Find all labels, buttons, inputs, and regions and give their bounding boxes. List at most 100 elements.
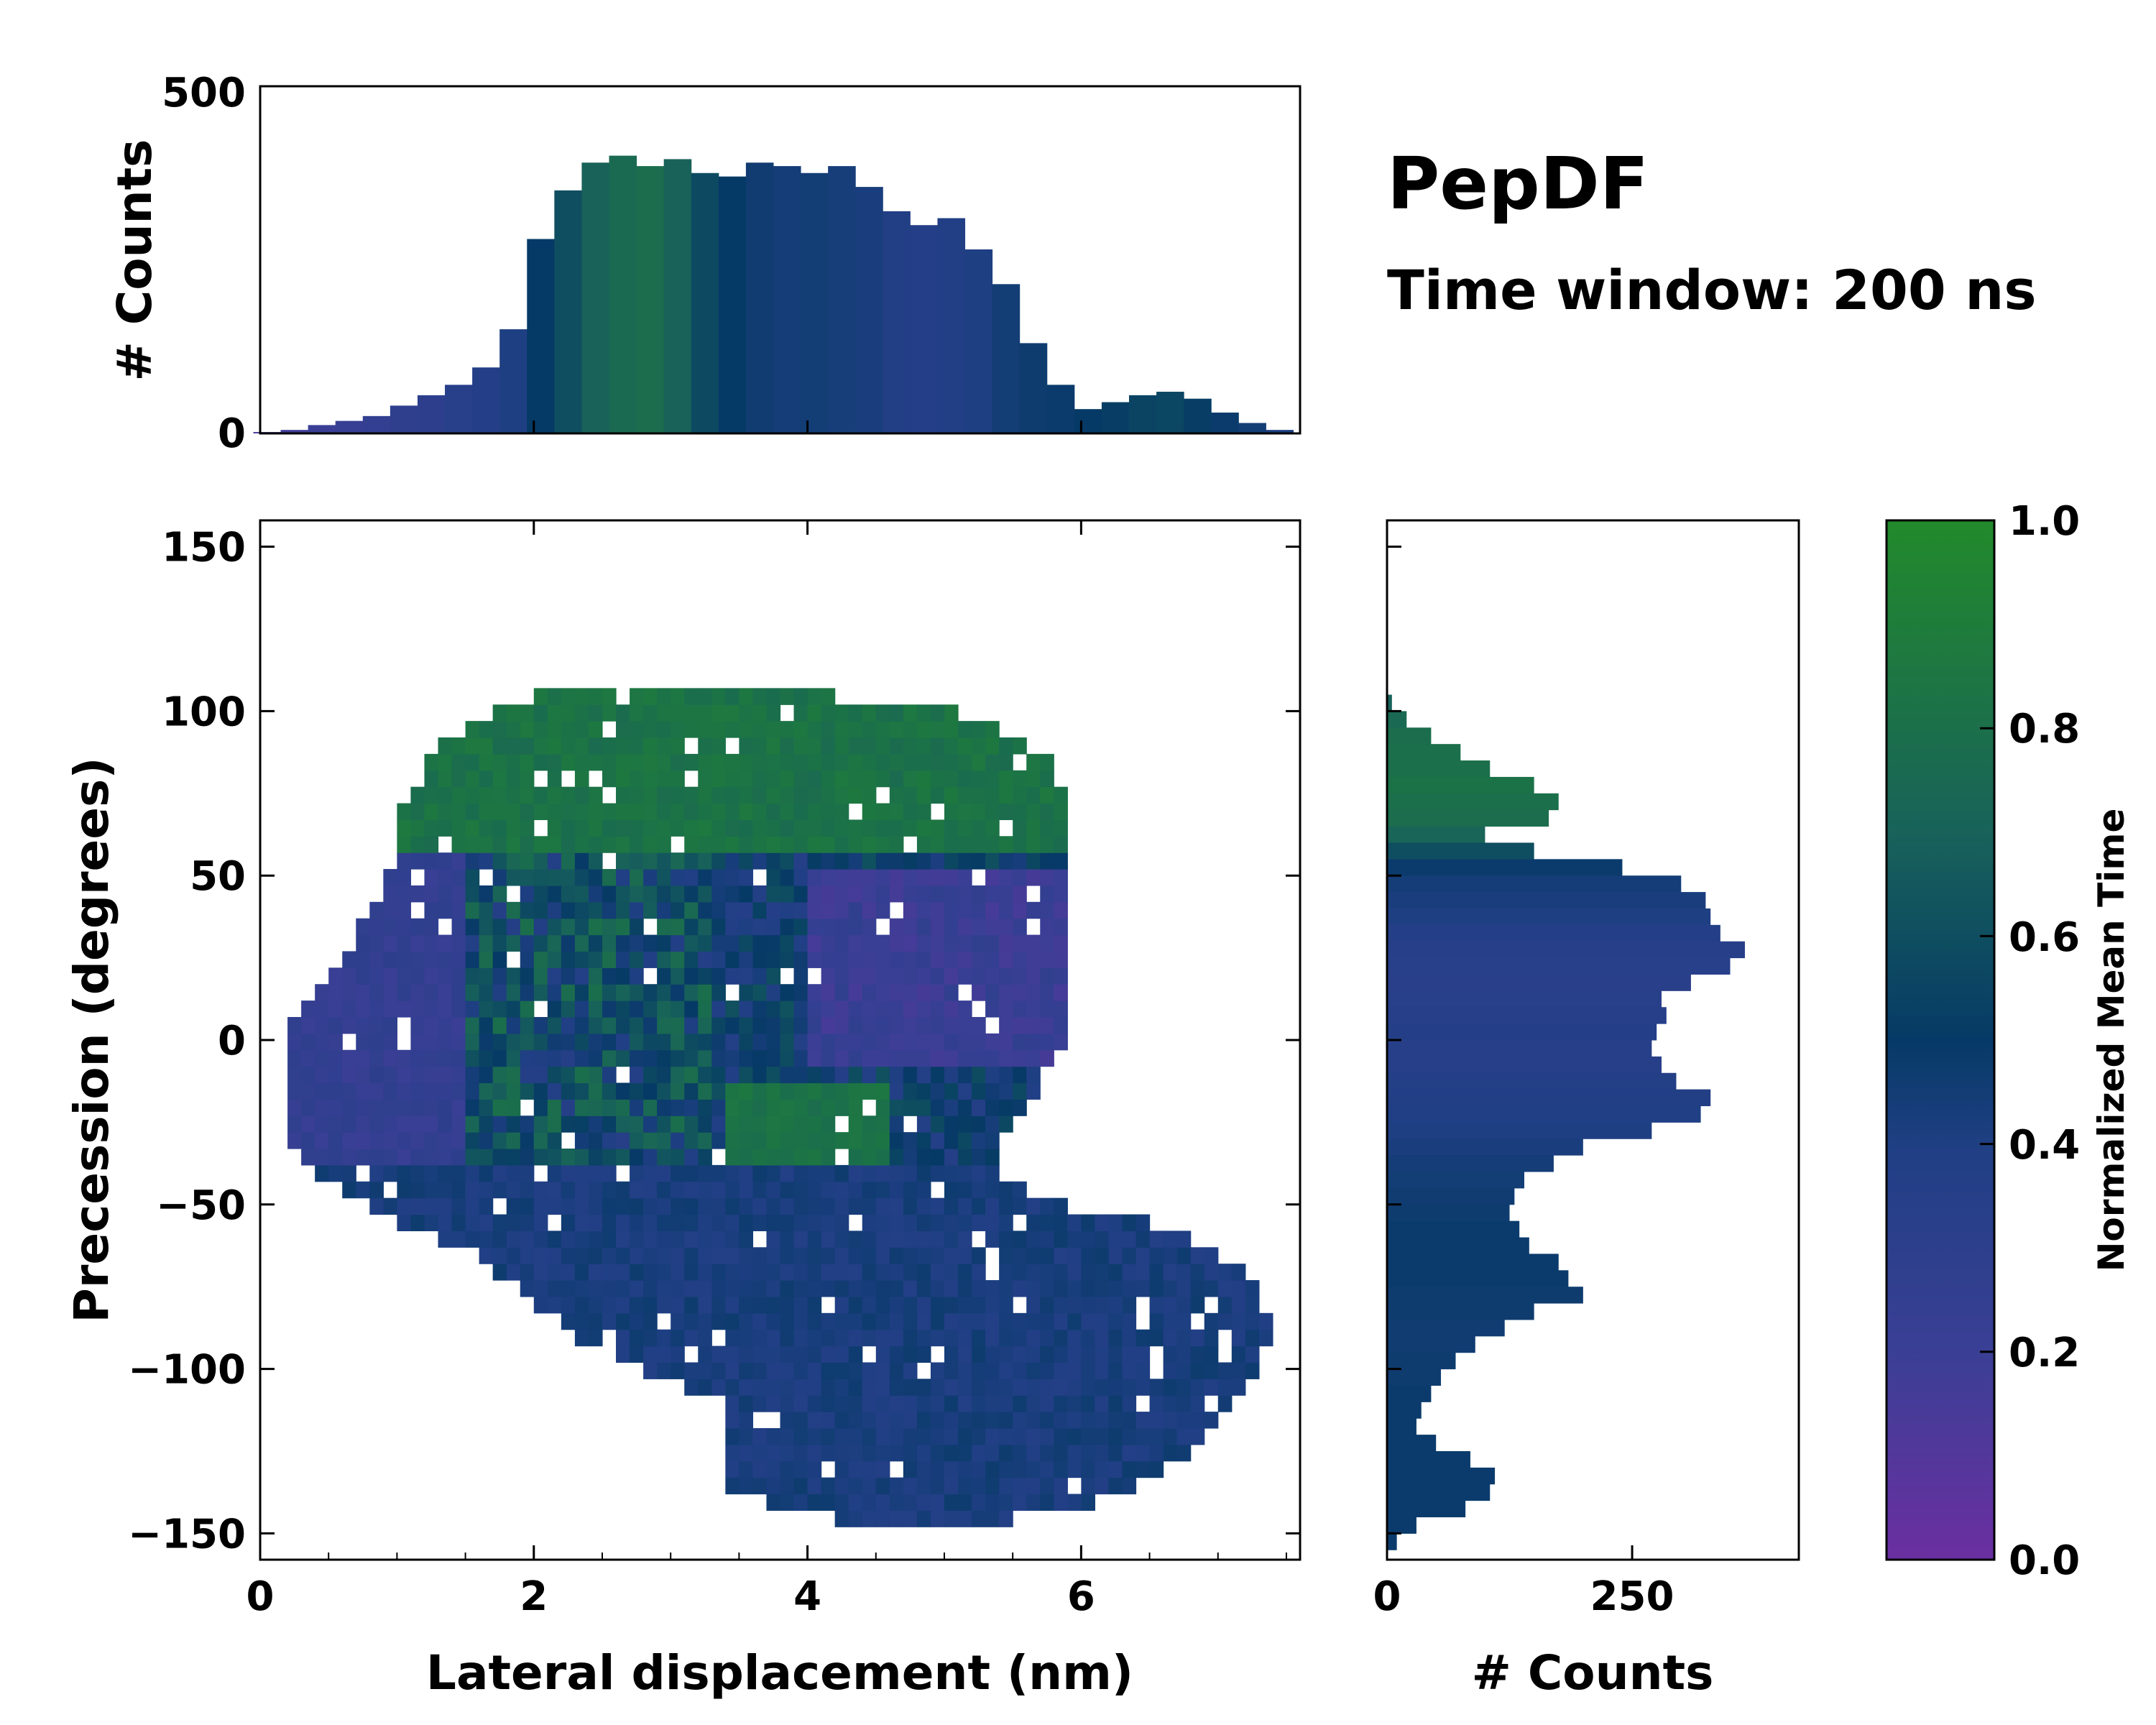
heatmap-cell [862, 967, 877, 985]
heatmap-cell [711, 918, 726, 936]
heatmap-cell [999, 869, 1013, 886]
heatmap-cell [848, 1362, 863, 1379]
heatmap-cell [479, 1066, 494, 1084]
heatmap-cell [506, 786, 521, 804]
heatmap-cell [793, 1247, 808, 1264]
heatmap-cell [588, 1164, 603, 1182]
heatmap-cell [766, 1197, 781, 1215]
heatmap-cell [944, 1132, 959, 1149]
heatmap-cell [1095, 1329, 1110, 1347]
heatmap-cell [1054, 1395, 1068, 1412]
heatmap-cell [930, 1379, 945, 1396]
heatmap-cell [1176, 1329, 1192, 1347]
heatmap-cell [533, 688, 548, 705]
top-histogram-bar [1184, 398, 1212, 433]
heatmap-cell [397, 1116, 412, 1133]
heatmap-cell [958, 885, 972, 903]
heatmap-cell [1081, 1444, 1096, 1462]
heatmap-cell [410, 1164, 425, 1182]
colorbar-tick-label-0-2: 0.2 [2009, 1330, 2080, 1376]
heatmap-cell [903, 1016, 918, 1034]
heatmap-cell [930, 1149, 945, 1166]
heatmap-cell [780, 803, 795, 821]
heatmap-cell [356, 984, 370, 1001]
heatmap-cell [930, 1214, 945, 1232]
heatmap-cell [944, 1164, 959, 1182]
heatmap-cell [1122, 1296, 1137, 1314]
heatmap-cell [711, 901, 726, 919]
heatmap-cell [875, 869, 890, 886]
right-histogram-xlabel: # Counts [1472, 1645, 1714, 1701]
heatmap-cell [315, 1000, 329, 1018]
heatmap-cell [424, 1164, 439, 1182]
heatmap-cell [944, 1395, 959, 1412]
heatmap-cell [506, 1016, 521, 1034]
heatmap-cell [903, 1099, 918, 1116]
heatmap-cell [643, 819, 658, 837]
heatmap-cell [301, 1132, 315, 1149]
heatmap-cell [766, 901, 781, 919]
heatmap-cell [684, 918, 699, 936]
heatmap-cell [520, 1016, 535, 1034]
heatmap-cell [698, 1116, 712, 1133]
heatmap-cell [972, 1395, 986, 1412]
heatmap-cell [711, 1099, 726, 1116]
heatmap-cell [287, 1066, 302, 1084]
heatmap-cell [588, 951, 603, 968]
heatmap-cell [492, 704, 507, 722]
heatmap-cell [766, 1312, 781, 1330]
heatmap-cell [533, 803, 548, 821]
heatmap-cell [930, 1082, 945, 1100]
heatmap-cell [684, 1016, 699, 1034]
heatmap-cell [1013, 934, 1027, 952]
heatmap-cell [410, 885, 425, 903]
heatmap-cell [424, 1082, 439, 1100]
heatmap-cell [547, 967, 562, 985]
heatmap-cell [999, 885, 1013, 903]
heatmap-cell [944, 1460, 959, 1478]
heatmap-cell [1026, 1000, 1041, 1018]
heatmap-cell [780, 1346, 795, 1363]
heatmap-cell [1054, 803, 1068, 821]
heatmap-cell [328, 1066, 343, 1084]
heatmap-cell [451, 1132, 466, 1149]
heatmap-cell [1054, 1329, 1068, 1347]
heatmap-cell [602, 770, 617, 788]
right-histogram-bar [1387, 892, 1706, 909]
heatmap-cell [657, 1016, 671, 1034]
heatmap-cell [972, 1379, 986, 1396]
heatmap-cell [506, 1082, 521, 1100]
heatmap-cell [725, 803, 740, 821]
heatmap-cell [574, 1149, 589, 1166]
heatmap-cell [574, 967, 589, 985]
heatmap-cell [1040, 1362, 1054, 1379]
heatmap-cell [807, 934, 822, 952]
heatmap-cell [780, 1066, 795, 1084]
heatmap-cell [903, 1312, 918, 1330]
heatmap-cell [1081, 1329, 1096, 1347]
heatmap-cell [574, 951, 589, 968]
heatmap-cell [602, 869, 617, 886]
right-histogram-bar [1387, 826, 1485, 843]
heatmap-cell [807, 1164, 822, 1182]
heatmap-cell [520, 819, 535, 837]
heatmap-cell [780, 1000, 795, 1018]
heatmap-cell [671, 1264, 685, 1281]
heatmap-cell [848, 984, 863, 1001]
heatmap-cell [520, 1181, 535, 1199]
right-histogram-bar [1387, 711, 1407, 728]
heatmap-cell [985, 1149, 1000, 1166]
heatmap-cell [698, 1082, 712, 1100]
heatmap-cell [506, 1033, 521, 1051]
heatmap-cell [793, 1066, 808, 1084]
heatmap-cell [780, 819, 795, 837]
heatmap-cell [616, 901, 630, 919]
heatmap-cell [889, 737, 904, 755]
heatmap-cell [671, 1214, 685, 1232]
heatmap-cell [506, 1164, 521, 1182]
heatmap-cell [793, 786, 808, 804]
heatmap-cell [356, 1116, 370, 1133]
heatmap-cell [671, 737, 685, 755]
heatmap-cell [533, 1016, 548, 1034]
